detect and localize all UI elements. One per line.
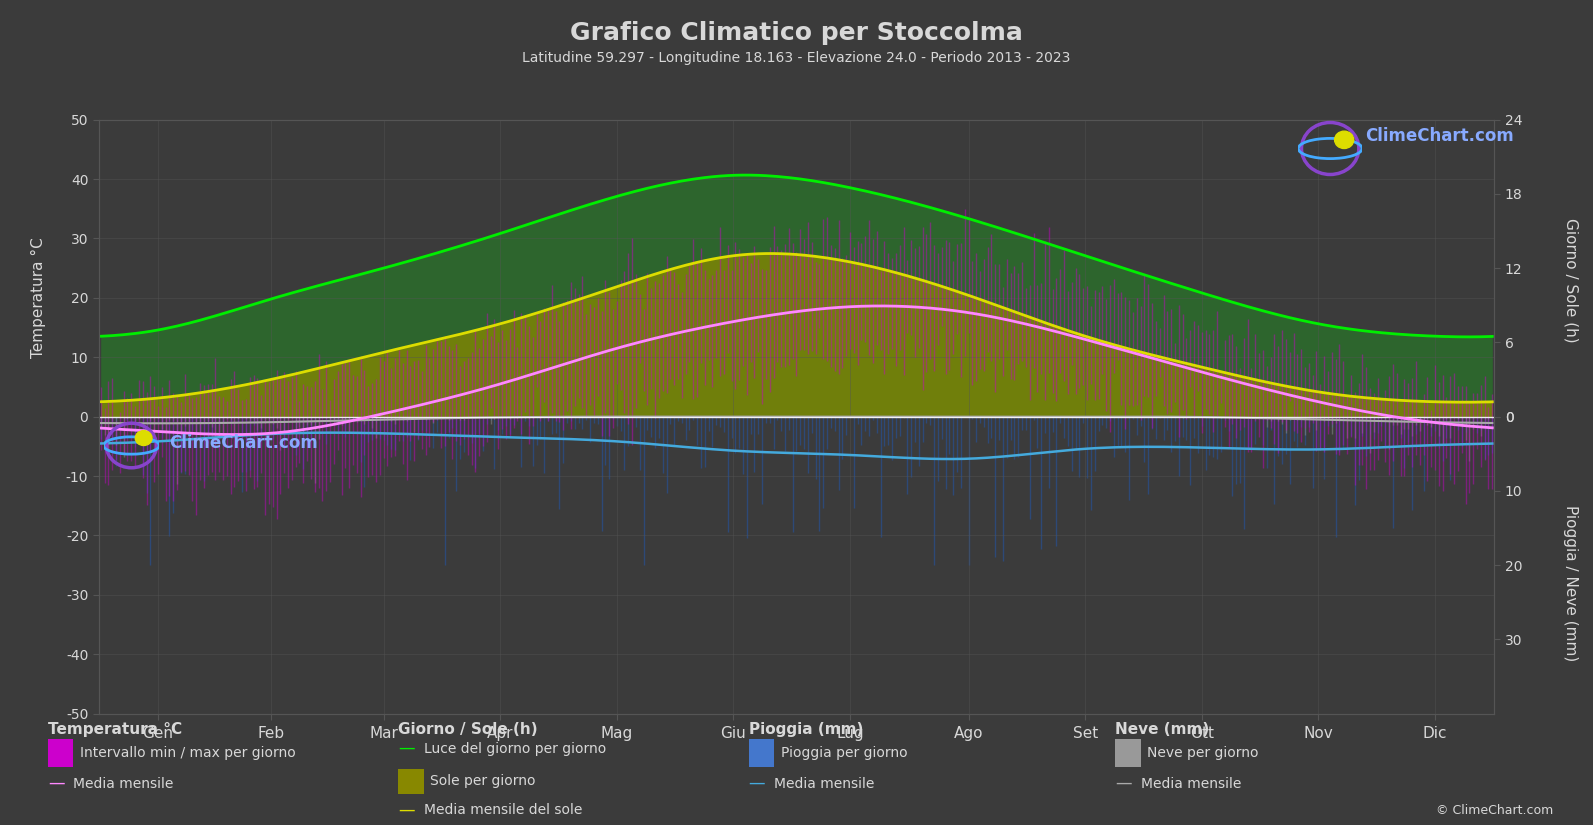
Text: Media mensile: Media mensile [73,777,174,791]
Text: Giorno / Sole (h): Giorno / Sole (h) [398,722,538,738]
Text: Neve per giorno: Neve per giorno [1147,747,1258,760]
Y-axis label: Temperatura °C: Temperatura °C [30,238,46,358]
Circle shape [1335,131,1354,148]
Text: ClimeChart.com: ClimeChart.com [1365,127,1513,145]
Text: Pioggia (mm): Pioggia (mm) [749,722,863,738]
Text: Luce del giorno per giorno: Luce del giorno per giorno [424,742,605,757]
Text: Temperatura °C: Temperatura °C [48,722,182,738]
Text: Media mensile del sole: Media mensile del sole [424,804,581,818]
Text: Giorno / Sole (h): Giorno / Sole (h) [1563,218,1579,342]
Text: Neve (mm): Neve (mm) [1115,722,1209,738]
Text: Latitudine 59.297 - Longitudine 18.163 - Elevazione 24.0 - Periodo 2013 - 2023: Latitudine 59.297 - Longitudine 18.163 -… [523,51,1070,65]
Text: —: — [398,739,414,757]
Text: ClimeChart.com: ClimeChart.com [169,434,317,452]
Circle shape [135,431,151,446]
Text: —: — [1115,774,1131,792]
Text: Pioggia / Neve (mm): Pioggia / Neve (mm) [1563,505,1579,661]
Text: —: — [48,774,64,792]
Text: —: — [749,774,765,792]
Text: —: — [398,800,414,818]
Text: Media mensile: Media mensile [1141,777,1241,791]
Text: Pioggia per giorno: Pioggia per giorno [781,747,906,760]
Text: Grafico Climatico per Stoccolma: Grafico Climatico per Stoccolma [570,21,1023,45]
Text: Intervallo min / max per giorno: Intervallo min / max per giorno [80,747,295,760]
Text: Media mensile: Media mensile [774,777,875,791]
Text: Sole per giorno: Sole per giorno [430,775,535,788]
Text: © ClimeChart.com: © ClimeChart.com [1435,804,1553,817]
